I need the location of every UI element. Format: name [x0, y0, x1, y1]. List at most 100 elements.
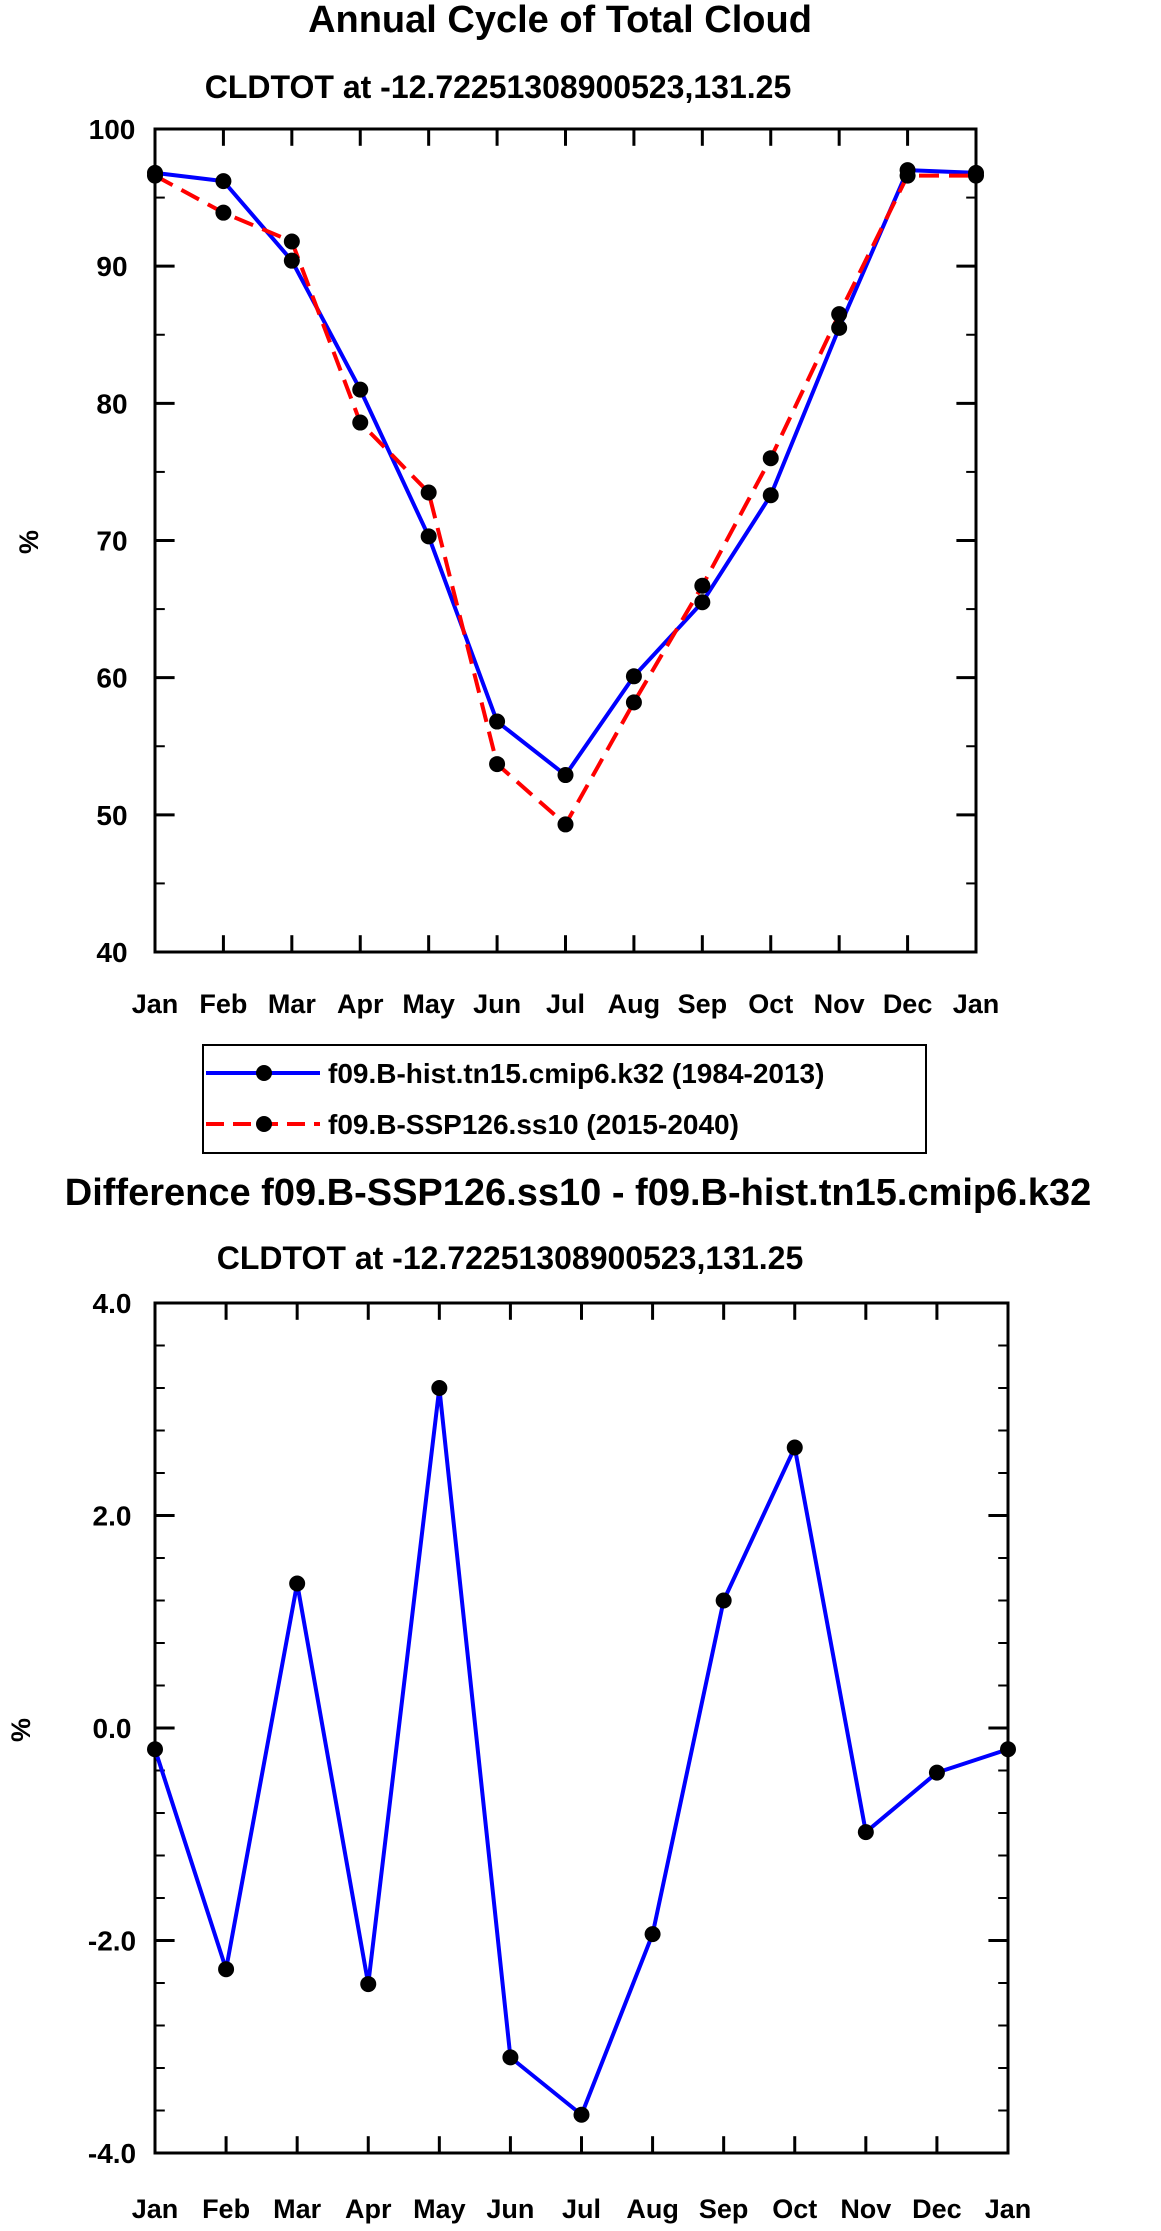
- y-tick-label: 40: [96, 937, 127, 968]
- series-0-point-aug: [625, 668, 642, 685]
- x-tick-label: Jan: [985, 2194, 1032, 2224]
- series-1-point-mar: [283, 233, 300, 250]
- chart1-ticks: [153, 127, 978, 954]
- series-0-point-oct: [786, 1439, 803, 1456]
- series-1-point-aug: [625, 694, 642, 711]
- x-tick-label: Mar: [273, 2194, 322, 2224]
- series-1-point-feb: [215, 204, 232, 221]
- y-tick-label: 100: [89, 114, 136, 145]
- y-tick-label: 60: [96, 663, 127, 694]
- series-0-point-apr: [352, 381, 369, 398]
- chart2-ylabel: %: [6, 1718, 36, 1742]
- x-tick-label: Nov: [814, 989, 865, 1019]
- y-tick-label: 2.0: [93, 1501, 132, 1532]
- series-0-point-aug: [644, 1926, 661, 1943]
- chart2-plot-frame: [153, 1301, 1010, 2155]
- series-1-point-sep: [694, 577, 711, 594]
- series-0-point-may: [420, 528, 437, 545]
- x-tick-label: Feb: [199, 989, 247, 1019]
- series-0-point-jun: [502, 2049, 519, 2066]
- x-tick-label: Apr: [337, 989, 384, 1019]
- series-0-point-jul: [573, 2106, 590, 2123]
- x-tick-label: Feb: [202, 2194, 250, 2224]
- series-0-point-may: [431, 1380, 448, 1396]
- series-0-point-apr: [360, 1976, 377, 1993]
- x-tick-label: Dec: [912, 2194, 962, 2224]
- x-tick-label: Oct: [748, 989, 793, 1019]
- series-1-point-may: [420, 484, 437, 501]
- chart1-x-tick-labels: Jan Feb Mar Apr May Jun Jul Aug Sep Oct Nov Dec Jan: [132, 989, 1000, 1019]
- series-0-point-jun: [489, 713, 506, 730]
- x-tick-label: Apr: [345, 2194, 392, 2224]
- series-1-point-dec: [899, 167, 916, 184]
- annual-cycle-chart: Annual Cycle of Total Cloud CLDTOT at -1…: [14, 0, 1000, 1154]
- y-tick-label: -2.0: [88, 1926, 136, 1957]
- legend-label-ssp: f09.B-SSP126.ss10 (2015-2040): [328, 1109, 739, 1140]
- x-tick-label: Dec: [883, 989, 933, 1019]
- chart1-title: Annual Cycle of Total Cloud: [308, 0, 812, 41]
- series-0-point-mar: [283, 252, 300, 269]
- chart2-subtitle: CLDTOT at -12.72251308900523,131.25: [217, 1240, 803, 1276]
- legend-box: [202, 1044, 927, 1154]
- series-1-point-jun: [489, 756, 506, 773]
- series-0-point-nov: [857, 1824, 874, 1841]
- y-tick-label: 70: [96, 526, 127, 557]
- y-tick-label: 4.0: [93, 1288, 132, 1319]
- series-line-0: [154, 168, 977, 778]
- x-tick-label: Aug: [626, 2194, 678, 2224]
- chart2-title: Difference f09.B-SSP126.ss10 - f09.B-his…: [65, 1172, 1091, 1214]
- x-tick-label: Jan: [132, 2194, 179, 2224]
- series-0-point-jan: [147, 1741, 163, 1758]
- series-1-point-jul: [557, 816, 574, 833]
- series-0-point-mar: [289, 1575, 306, 1592]
- y-tick-label: 0.0: [93, 1713, 132, 1744]
- chart2-y-tick-labels: -4.0 -2.0 0.0 2.0 4.0: [88, 1288, 136, 2169]
- x-tick-label: Jan: [953, 989, 1000, 1019]
- series-line-1: [154, 173, 976, 827]
- chart1-series: [147, 162, 984, 833]
- x-tick-label: May: [402, 989, 455, 1019]
- chart1-ylabel: %: [14, 530, 44, 554]
- y-tick-label: -4.0: [88, 2138, 136, 2169]
- y-tick-label: 90: [96, 251, 127, 282]
- legend-marker-hist: [256, 1065, 272, 1081]
- series-line-0: [153, 1386, 1009, 2117]
- series-1-point-jan: [968, 167, 984, 184]
- chart2-ticks: [153, 1301, 1010, 2155]
- series-0-point-dec: [928, 1764, 945, 1781]
- chart1-y-tick-labels: 40 50 60 70 80 90 100: [89, 114, 136, 968]
- chart2-series: [147, 1380, 1016, 2123]
- chart1-legend: f09.B-hist.tn15.cmip6.k32 (1984-2013) f0…: [202, 1044, 927, 1154]
- series-0-point-feb: [215, 173, 232, 190]
- y-tick-label: 80: [96, 388, 127, 419]
- x-tick-label: Aug: [608, 989, 660, 1019]
- x-tick-label: Sep: [678, 989, 728, 1019]
- chart2-x-tick-labels: Jan Feb Mar Apr May Jun Jul Aug Sep Oct Nov Dec Jan: [132, 2194, 1032, 2224]
- chart1-subtitle: CLDTOT at -12.72251308900523,131.25: [205, 69, 791, 105]
- legend-label-hist: f09.B-hist.tn15.cmip6.k32 (1984-2013): [328, 1058, 824, 1089]
- series-0-point-sep: [715, 1592, 732, 1609]
- x-tick-label: Jan: [132, 989, 179, 1019]
- series-1-point-nov: [831, 306, 848, 323]
- series-1-point-jan: [147, 167, 163, 184]
- series-0-point-jan: [1000, 1741, 1016, 1758]
- x-tick-label: Jun: [473, 989, 521, 1019]
- y-tick-label: 50: [96, 800, 127, 831]
- x-tick-label: Nov: [840, 2194, 891, 2224]
- series-1-point-apr: [352, 414, 369, 431]
- x-tick-label: Oct: [772, 2194, 817, 2224]
- x-tick-label: Mar: [268, 989, 317, 1019]
- x-tick-label: Jul: [546, 989, 585, 1019]
- series-0-point-feb: [218, 1961, 235, 1978]
- series-0-point-jul: [557, 767, 574, 784]
- x-tick-label: Jul: [562, 2194, 601, 2224]
- x-tick-label: May: [413, 2194, 466, 2224]
- series-0-point-sep: [694, 594, 711, 611]
- series-1-point-oct: [762, 450, 779, 467]
- series-0-point-nov: [831, 319, 848, 336]
- legend-marker-ssp: [256, 1116, 272, 1132]
- difference-chart: Difference f09.B-SSP126.ss10 - f09.B-his…: [6, 1172, 1091, 2224]
- x-tick-label: Sep: [699, 2194, 749, 2224]
- series-0-point-oct: [762, 487, 779, 504]
